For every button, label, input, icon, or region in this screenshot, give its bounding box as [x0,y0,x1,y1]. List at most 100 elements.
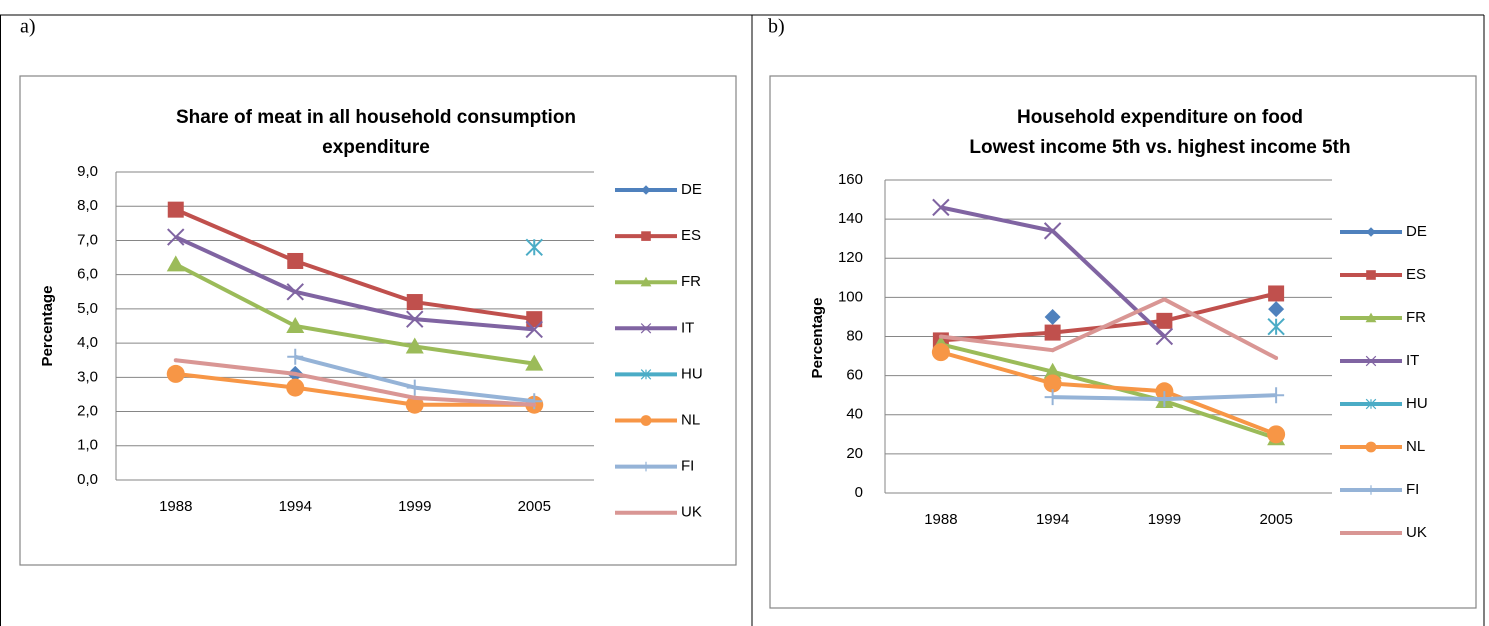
legend-label: FI [1406,481,1419,498]
marker [1366,485,1376,495]
marker [1366,227,1376,237]
data-point [293,371,298,376]
data-point [1162,297,1167,302]
y-tick-label: 60 [846,367,863,384]
data-point [412,395,417,400]
marker [931,343,950,362]
series-line [174,235,535,332]
marker [406,310,424,328]
legend-label: IT [681,319,694,336]
marker [1365,441,1377,453]
panel-label: b) [768,16,785,38]
marker [1268,285,1285,302]
marker [1268,387,1285,404]
marker [1267,425,1286,444]
y-tick-label: 7,0 [77,231,98,248]
marker [1365,355,1377,367]
y-tick-label: 2,0 [77,403,98,420]
marker [286,378,305,397]
marker [1044,389,1061,406]
marker [1044,324,1061,341]
marker [640,276,652,287]
y-tick-label: 1,0 [77,437,98,454]
data-point [532,402,537,407]
legend-label: FR [1406,309,1426,326]
marker [1365,312,1377,323]
data-point [1050,348,1055,353]
marker [1267,318,1285,336]
marker [1156,312,1173,329]
marker [525,354,544,371]
y-tick-label: 40 [846,406,863,423]
series-line [175,358,535,407]
y-tick-label: 3,0 [77,368,98,385]
y-tick-label: 0 [855,484,863,501]
legend-label: HU [1406,395,1428,412]
legend-label: UK [681,504,702,521]
chart-title: Lowest income 5th vs. highest income 5th [969,137,1350,158]
panel-label: a) [20,16,36,38]
data-point [938,334,943,339]
x-tick-label: 1988 [159,498,192,515]
marker [525,238,543,256]
series-line [174,207,535,322]
series-line [940,297,1278,360]
legend-label: DE [1406,223,1427,240]
marker [1043,374,1062,393]
chart-title: expenditure [322,137,430,158]
legend-label: ES [681,227,701,244]
x-tick-label: 1994 [1036,511,1069,528]
y-tick-label: 5,0 [77,300,98,317]
marker [1268,301,1285,318]
y-tick-label: 20 [846,445,863,462]
marker [641,461,651,472]
marker [1043,362,1062,379]
y-tick-label: 0,0 [77,471,98,488]
y-axis-title: Percentage [39,286,56,367]
legend-label: DE [681,181,702,198]
chart-title: Share of meat in all household consumpti… [176,107,576,128]
marker [286,283,304,301]
x-tick-label: 1999 [1148,511,1181,528]
y-tick-label: 80 [846,327,863,344]
marker [640,369,652,380]
chart-title: Household expenditure on food [1017,107,1303,128]
legend-label: NL [681,411,700,428]
x-tick-label: 2005 [1259,511,1292,528]
data-point [1274,356,1279,361]
y-tick-label: 120 [838,249,863,266]
y-tick-label: 9,0 [77,163,98,180]
marker [406,294,423,311]
x-tick-label: 1994 [279,498,312,515]
marker [1043,222,1062,240]
legend-label: FI [681,458,694,475]
y-tick-label: 160 [838,171,863,188]
marker [640,415,652,426]
x-tick-label: 1988 [924,511,957,528]
series-line [174,262,535,366]
marker [405,395,424,414]
marker [1366,270,1376,280]
y-tick-label: 6,0 [77,266,98,283]
legend-label: NL [1406,438,1425,455]
marker [1155,327,1174,346]
legend-label: HU [681,365,703,382]
series-line [940,350,1277,437]
legend-label: IT [1406,352,1419,369]
marker [166,255,185,272]
data-point [173,358,178,363]
marker [932,198,950,217]
marker [166,364,185,383]
y-tick-label: 8,0 [77,197,98,214]
marker [640,323,652,334]
legend-label: FR [681,273,701,290]
marker [167,228,185,246]
marker [1156,391,1173,408]
marker [287,348,304,365]
marker [641,231,651,241]
legend-label: UK [1406,524,1427,541]
marker [287,252,304,269]
x-tick-label: 1999 [398,498,431,515]
marker [1365,398,1377,410]
marker [405,337,424,354]
